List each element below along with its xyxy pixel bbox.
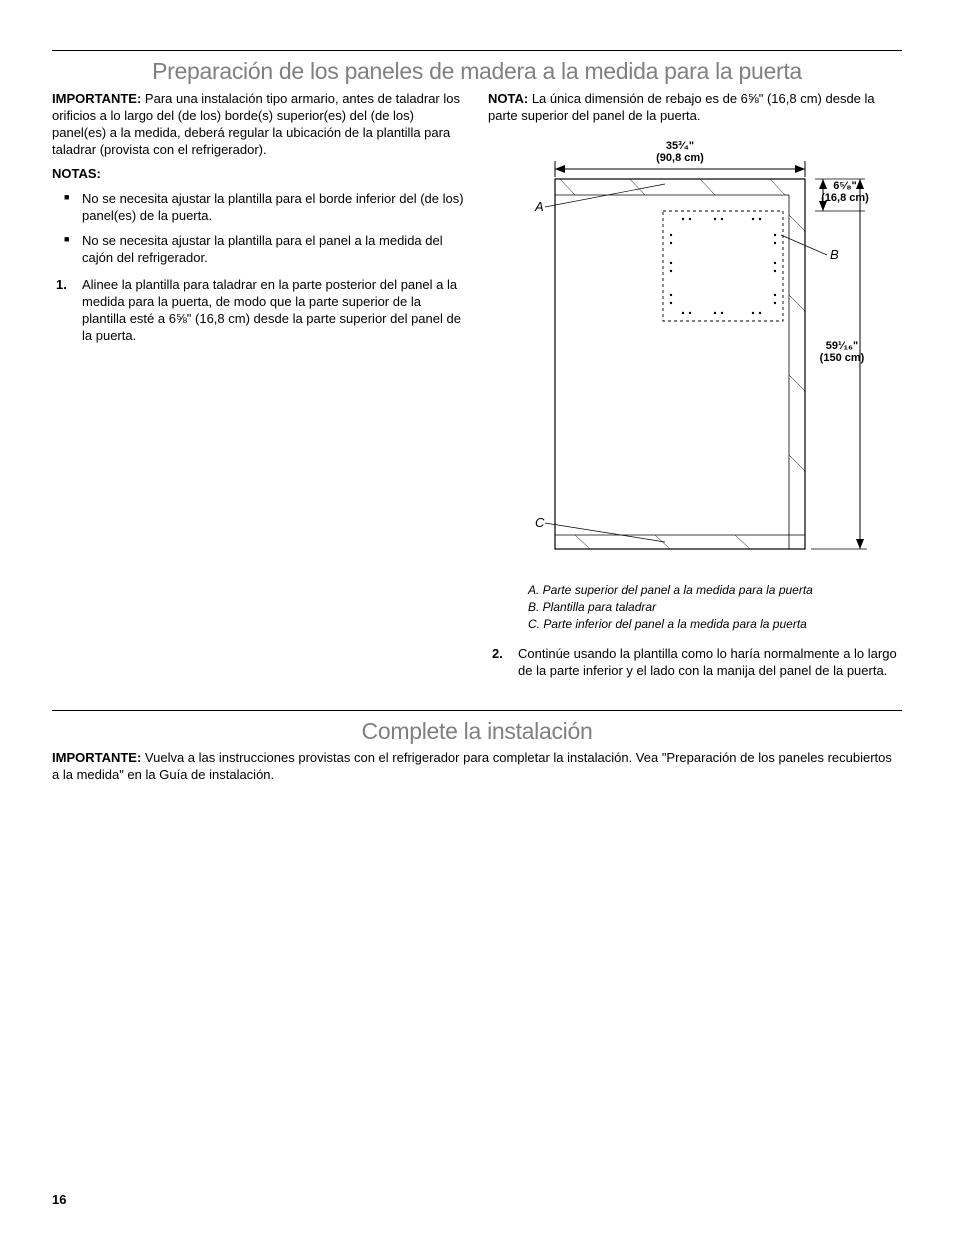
nota-para: NOTA: La única dimensión de rebajo es de… (488, 91, 902, 125)
svg-text:(90,8 cm): (90,8 cm) (656, 152, 704, 164)
svg-text:(16,8 cm): (16,8 cm) (821, 192, 869, 204)
section1-title: Preparación de los paneles de madera a l… (52, 57, 902, 87)
section2-rule (52, 710, 902, 711)
step-number: 1. (56, 277, 67, 294)
section2-importante: IMPORTANTE: Vuelva a las instrucciones p… (52, 750, 902, 784)
notas-label: NOTAS: (52, 166, 466, 183)
importante-para: IMPORTANTE: Para una instalación tipo ar… (52, 91, 466, 159)
nota-label: NOTA: (488, 91, 532, 106)
section-rule-top (52, 50, 902, 51)
importante-text: Vuelva a las instrucciones provistas con… (52, 750, 892, 782)
svg-text:C: C (535, 515, 545, 530)
importante-label: IMPORTANTE: (52, 750, 145, 765)
section2-title: Complete la instalación (52, 717, 902, 747)
legend-c: C. Parte inferior del panel a la medida … (528, 616, 902, 633)
nota-item: No se necesita ajustar la plantilla para… (52, 191, 466, 225)
step-text: Continúe usando la plantilla como lo har… (518, 646, 897, 678)
left-steps: 1. Alinee la plantilla para taladrar en … (52, 277, 466, 345)
notas-list: No se necesita ajustar la plantilla para… (52, 191, 466, 267)
nota-item: No se necesita ajustar la plantilla para… (52, 233, 466, 267)
step-number: 2. (492, 646, 503, 663)
section1-left-col: IMPORTANTE: Para una instalación tipo ar… (52, 91, 466, 688)
legend-a: A. Parte superior del panel a la medida … (528, 582, 902, 599)
nota-text: No se necesita ajustar la plantilla para… (82, 233, 443, 265)
door-panel-diagram: 35³⁄₄" (90,8 cm) (515, 135, 875, 570)
diagram-legend: A. Parte superior del panel a la medida … (528, 582, 902, 634)
svg-text:A: A (534, 199, 544, 214)
step-item: 1. Alinee la plantilla para taladrar en … (52, 277, 466, 345)
svg-text:6⁵⁄₈": 6⁵⁄₈" (833, 180, 857, 192)
step-text: Alinee la plantilla para taladrar en la … (82, 277, 461, 343)
section1-columns: IMPORTANTE: Para una instalación tipo ar… (52, 91, 902, 688)
importante-label: IMPORTANTE: (52, 91, 145, 106)
nota-text: No se necesita ajustar la plantilla para… (82, 191, 464, 223)
step-item: 2. Continúe usando la plantilla como lo … (488, 646, 902, 680)
svg-text:B: B (830, 247, 839, 262)
svg-text:35³⁄₄": 35³⁄₄" (666, 140, 694, 152)
nota-text: La única dimensión de rebajo es de 6⅝" (… (488, 91, 875, 123)
page-number: 16 (52, 1192, 66, 1209)
diagram-svg: 35³⁄₄" (90,8 cm) (515, 135, 875, 565)
section1-right-col: NOTA: La única dimensión de rebajo es de… (488, 91, 902, 688)
svg-text:(150 cm): (150 cm) (820, 352, 865, 364)
legend-b: B. Plantilla para taladrar (528, 599, 902, 616)
right-steps: 2. Continúe usando la plantilla como lo … (488, 646, 902, 680)
svg-text:59¹⁄₁₆": 59¹⁄₁₆" (826, 340, 859, 352)
